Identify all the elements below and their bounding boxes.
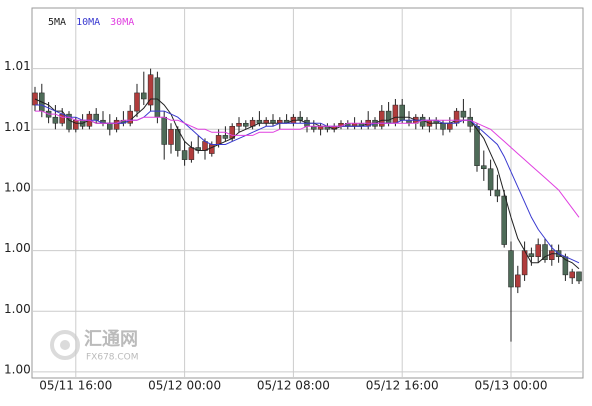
y-tick-label: 1.01 bbox=[4, 59, 31, 73]
watermark: 汇通网 bbox=[84, 329, 138, 350]
candle-body bbox=[535, 244, 541, 257]
x-tick-label: 05/13 00:00 bbox=[475, 379, 548, 393]
candle-body bbox=[392, 104, 399, 124]
candle-body bbox=[141, 92, 147, 100]
plot-frame bbox=[31, 7, 584, 379]
legend-entry: 30MA bbox=[110, 17, 134, 28]
candle-body bbox=[440, 122, 446, 130]
candle-body bbox=[93, 113, 99, 121]
candle-body bbox=[147, 74, 154, 106]
candle-body bbox=[134, 92, 140, 112]
candle-body bbox=[107, 122, 113, 130]
candle-body bbox=[209, 144, 215, 154]
candle-body bbox=[494, 189, 501, 197]
y-tick-label: 1.00 bbox=[4, 241, 31, 255]
x-tick-label: 05/11 16:00 bbox=[39, 379, 112, 393]
candle-body bbox=[385, 110, 392, 124]
watermark-logo bbox=[50, 330, 80, 360]
y-tick-label: 1.00 bbox=[4, 362, 31, 376]
candle-body bbox=[487, 168, 494, 191]
candle-body bbox=[32, 92, 38, 106]
candle-body bbox=[222, 135, 229, 139]
x-tick-label: 05/12 16:00 bbox=[366, 379, 439, 393]
candle-body bbox=[419, 116, 426, 127]
candle-body bbox=[447, 122, 453, 130]
candle-body bbox=[127, 110, 133, 124]
candle-body bbox=[508, 250, 514, 288]
candle-body bbox=[188, 147, 195, 160]
candle-body bbox=[52, 116, 59, 124]
candle-body bbox=[181, 150, 188, 160]
y-tick-label: 1.01 bbox=[4, 120, 31, 134]
legend-entry: 5MA bbox=[48, 17, 66, 28]
candle-body bbox=[215, 135, 222, 145]
candle-body bbox=[202, 141, 208, 151]
candle-body bbox=[542, 244, 548, 260]
candle-body bbox=[460, 110, 467, 118]
y-tick-label: 1.00 bbox=[4, 180, 31, 194]
candle-body bbox=[569, 271, 575, 279]
candle-body bbox=[59, 113, 65, 124]
candle-body bbox=[236, 122, 242, 127]
candle-body bbox=[243, 122, 249, 127]
ma-line bbox=[35, 104, 580, 264]
candle-body bbox=[161, 116, 167, 145]
candle-body bbox=[113, 119, 120, 130]
candle-body bbox=[576, 271, 582, 282]
candle-body bbox=[481, 165, 487, 169]
watermark-sub: FX678.COM bbox=[86, 353, 139, 363]
y-tick-label: 1.00 bbox=[4, 302, 31, 316]
ma-line bbox=[35, 110, 580, 218]
candle-body bbox=[515, 274, 521, 288]
candle-body bbox=[73, 119, 79, 130]
legend: 5MA 10MA 30MA bbox=[48, 17, 134, 28]
candle-body bbox=[501, 195, 507, 245]
legend-entry: 10MA bbox=[76, 17, 100, 28]
candle-body bbox=[528, 253, 535, 257]
x-tick-label: 05/12 08:00 bbox=[257, 379, 330, 393]
candle-body bbox=[379, 110, 385, 127]
candle-body bbox=[168, 129, 174, 145]
x-tick-label: 05/12 00:00 bbox=[148, 379, 221, 393]
candle-body bbox=[549, 250, 555, 260]
candle-body bbox=[399, 104, 405, 121]
